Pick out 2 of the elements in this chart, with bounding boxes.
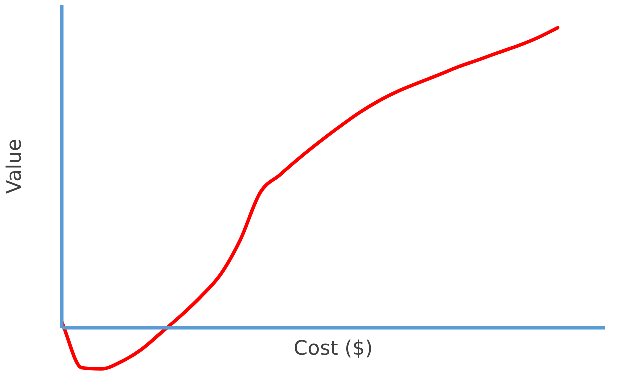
x-axis-title: Cost ($): [294, 336, 374, 360]
y-axis-title: Value: [2, 139, 26, 194]
